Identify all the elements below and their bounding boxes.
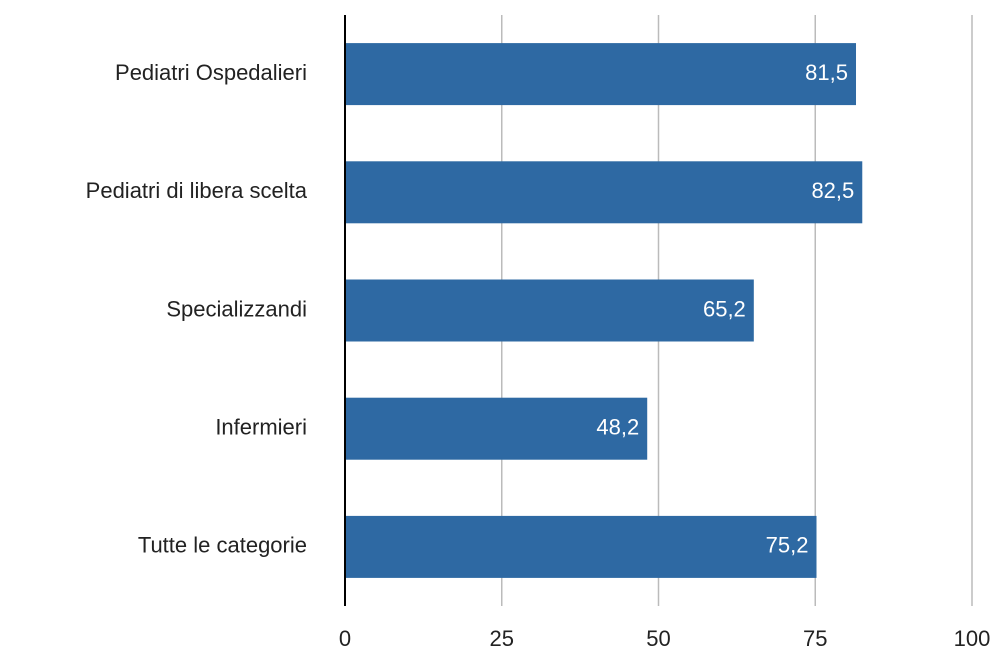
bar bbox=[345, 161, 863, 224]
bar bbox=[345, 43, 857, 106]
value-label: 75,2 bbox=[766, 533, 809, 558]
x-tick-label: 100 bbox=[954, 626, 991, 651]
y-tick-label: Infermieri bbox=[215, 415, 307, 440]
bar bbox=[345, 279, 754, 342]
value-label: 82,5 bbox=[811, 178, 854, 203]
value-label: 81,5 bbox=[805, 60, 848, 85]
y-tick-label: Specializzandi bbox=[166, 296, 307, 321]
y-tick-label: Pediatri di libera scelta bbox=[86, 178, 308, 203]
bar bbox=[345, 515, 817, 578]
bar bbox=[345, 397, 648, 460]
value-label: 48,2 bbox=[596, 415, 639, 440]
x-tick-label: 75 bbox=[803, 626, 827, 651]
x-tick-label: 50 bbox=[646, 626, 670, 651]
x-tick-label: 0 bbox=[339, 626, 351, 651]
y-tick-label: Pediatri Ospedalieri bbox=[115, 60, 307, 85]
value-label: 65,2 bbox=[703, 296, 746, 321]
x-tick-label: 25 bbox=[490, 626, 514, 651]
y-tick-label: Tutte le categorie bbox=[138, 533, 307, 558]
